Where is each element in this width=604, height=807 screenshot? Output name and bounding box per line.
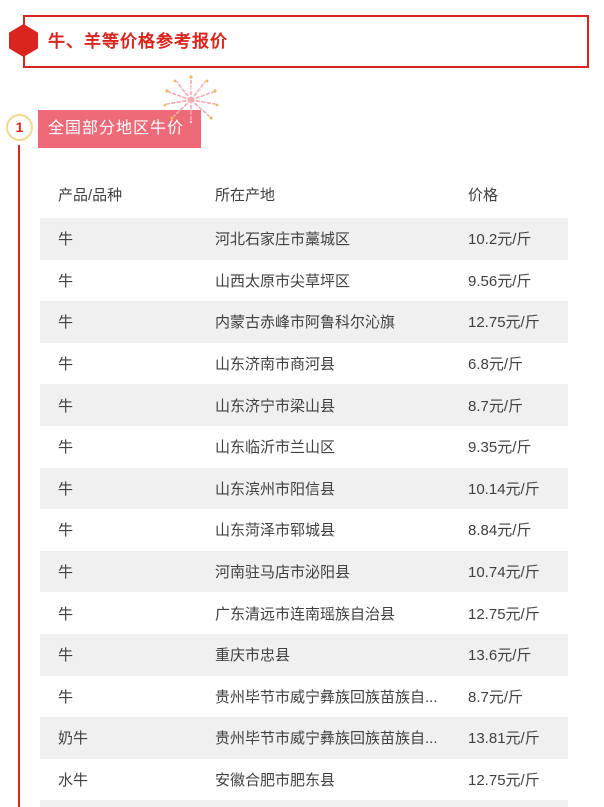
price-cell: 9.56元/斤 <box>468 272 532 290</box>
table-row: 牛 山东临沂市兰山区 9.35元/斤 <box>40 426 568 468</box>
price-cell: 12.75元/斤 <box>468 605 540 623</box>
section-number-badge: 1 <box>6 114 33 141</box>
table-row: 牛 贵州毕节市威宁彝族回族苗族自... 8.7元/斤 <box>40 676 568 718</box>
product-cell: 牛 <box>58 564 74 582</box>
table-row: 牛 山东济宁市梁山县 8.7元/斤 <box>40 384 568 426</box>
table-row: 牛 河南驻马店市泌阳县 10.74元/斤 <box>40 550 568 593</box>
origin-cell: 贵州毕节市威宁彝族回族苗族自... <box>215 688 438 706</box>
origin-cell: 贵州毕节市威宁彝族回族苗族自... <box>215 730 438 748</box>
price-cell: 8.7元/斤 <box>468 688 524 706</box>
page-title: 牛、羊等价格参考报价 <box>48 32 228 51</box>
table-row: 牛 山东济南市商河县 6.8元/斤 <box>40 343 568 385</box>
origin-cell: 山东滨州市阳信县 <box>215 480 336 498</box>
table-row: 牛 内蒙古赤峰市阿鲁科尔沁旗 12.75元/斤 <box>40 301 568 343</box>
product-cell: 奶牛 <box>58 730 89 748</box>
table-row: 奶牛 贵州毕节市威宁彝族回族苗族自... 13.81元/斤 <box>40 717 568 759</box>
price-cell: 10.74元/斤 <box>468 564 540 582</box>
origin-cell: 山东济宁市梁山县 <box>215 397 336 415</box>
price-cell: 6.8元/斤 <box>468 356 524 374</box>
table-header-row: 产品/品种 所在产地 价格 <box>40 170 568 218</box>
origin-cell: 山东临沂市兰山区 <box>215 439 336 457</box>
column-header-price: 价格 <box>468 186 499 204</box>
origin-cell: 山东济南市商河县 <box>215 356 336 374</box>
product-cell: 牛 <box>58 522 74 540</box>
table-row: 牛 河北石家庄市藁城区 10.2元/斤 <box>40 218 568 260</box>
origin-cell: 重庆市忠县 <box>215 647 291 665</box>
origin-cell: 山东菏泽市郓城县 <box>215 522 336 540</box>
price-cell: 12.75元/斤 <box>468 772 540 790</box>
header-box <box>23 15 589 68</box>
section-vertical-rule <box>18 145 20 807</box>
table-row: 水牛 安徽合肥市肥东县 12.75元/斤 <box>40 759 568 801</box>
column-header-origin: 所在产地 <box>215 186 276 204</box>
product-cell: 牛 <box>58 605 74 623</box>
price-cell: 10.14元/斤 <box>468 480 540 498</box>
table-row-partial <box>40 800 568 807</box>
product-cell: 牛 <box>58 439 74 457</box>
origin-cell: 河南驻马店市泌阳县 <box>215 564 351 582</box>
section-label: 全国部分地区牛价 <box>38 110 201 148</box>
price-cell: 12.75元/斤 <box>468 314 540 332</box>
product-cell: 牛 <box>58 397 74 415</box>
table-body: 牛 河北石家庄市藁城区 10.2元/斤 牛 山西太原市尖草坪区 9.56元/斤 … <box>40 218 568 807</box>
origin-cell: 山西太原市尖草坪区 <box>215 272 351 290</box>
product-cell: 水牛 <box>58 772 89 790</box>
column-header-product: 产品/品种 <box>58 186 123 204</box>
origin-cell: 安徽合肥市肥东县 <box>215 772 336 790</box>
origin-cell: 广东清远市连南瑶族自治县 <box>215 605 396 623</box>
price-cell: 10.2元/斤 <box>468 231 532 249</box>
price-cell: 9.35元/斤 <box>468 439 532 457</box>
table-row: 牛 山西太原市尖草坪区 9.56元/斤 <box>40 260 568 302</box>
table-row: 牛 山东滨州市阳信县 10.14元/斤 <box>40 467 568 510</box>
product-cell: 牛 <box>58 647 74 665</box>
origin-cell: 河北石家庄市藁城区 <box>215 231 351 249</box>
product-cell: 牛 <box>58 688 74 706</box>
product-cell: 牛 <box>58 314 74 332</box>
price-table: 产品/品种 所在产地 价格 牛 河北石家庄市藁城区 10.2元/斤 牛 山西太原… <box>40 170 568 807</box>
product-cell: 牛 <box>58 272 74 290</box>
price-cell: 13.81元/斤 <box>468 730 540 748</box>
product-cell: 牛 <box>58 231 74 249</box>
table-row: 牛 重庆市忠县 13.6元/斤 <box>40 633 568 676</box>
product-cell: 牛 <box>58 480 74 498</box>
product-cell: 牛 <box>58 356 74 374</box>
price-cell: 8.84元/斤 <box>468 522 532 540</box>
table-row: 牛 广东清远市连南瑶族自治县 12.75元/斤 <box>40 592 568 634</box>
origin-cell: 内蒙古赤峰市阿鲁科尔沁旗 <box>215 314 396 332</box>
price-cell: 8.7元/斤 <box>468 397 524 415</box>
price-cell: 13.6元/斤 <box>468 647 532 665</box>
table-row: 牛 山东菏泽市郓城县 8.84元/斤 <box>40 509 568 551</box>
